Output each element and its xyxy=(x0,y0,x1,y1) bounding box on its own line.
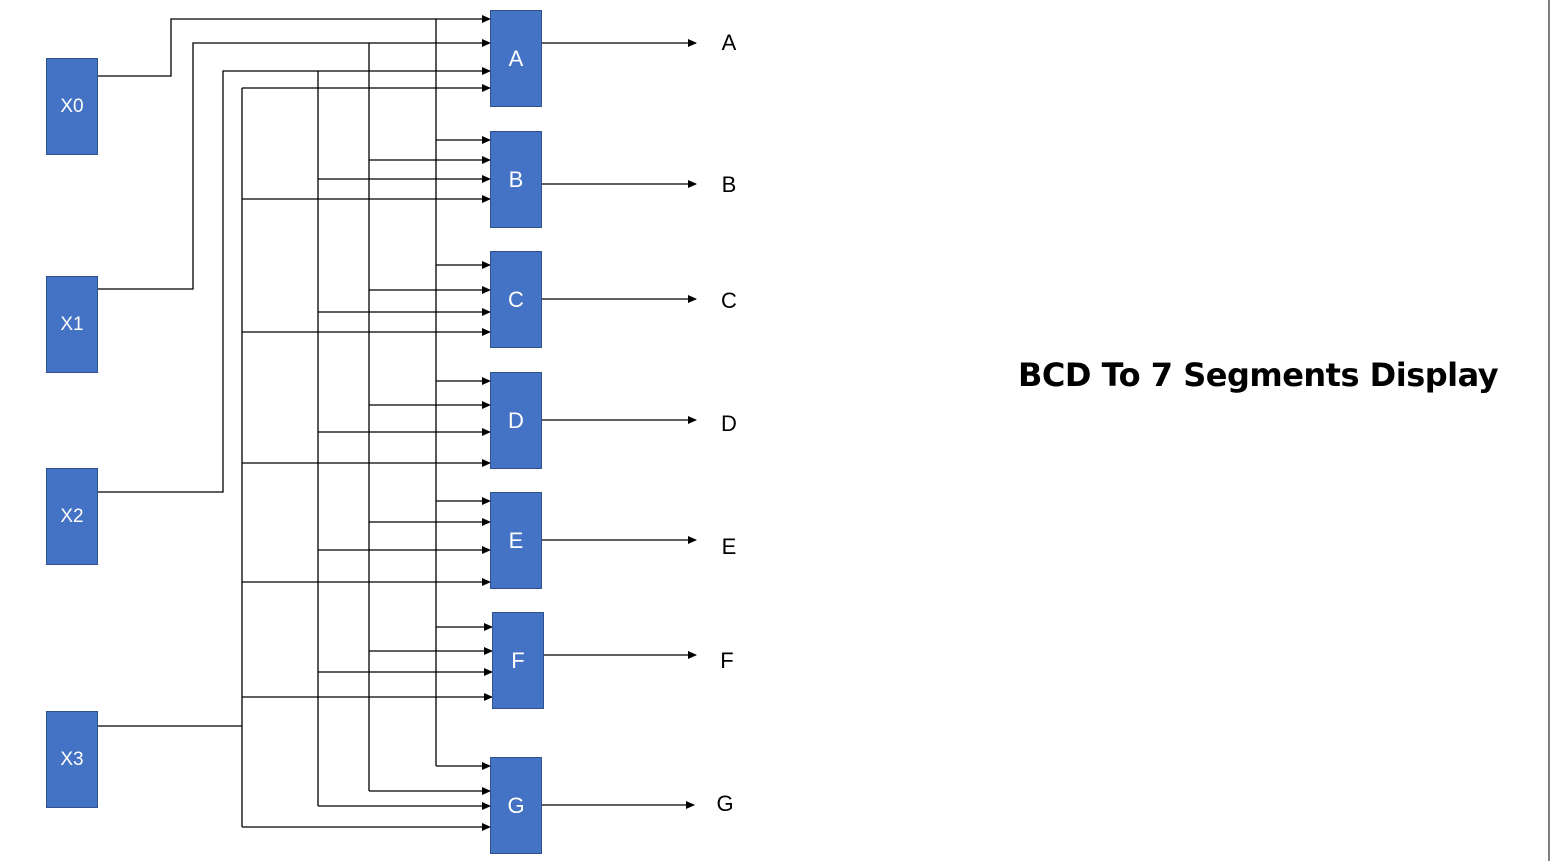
segment-block-f: F xyxy=(492,612,544,709)
input-block-x0: X0 xyxy=(46,58,98,155)
output-label-b: B xyxy=(721,172,737,197)
output-label-d: D xyxy=(721,411,737,436)
page-edge-divider xyxy=(1548,0,1550,861)
x0-feed-wire xyxy=(98,18,436,77)
x1-feed-wire xyxy=(98,42,369,290)
segment-block-g: G xyxy=(490,757,542,854)
output-label-e: E xyxy=(721,534,737,559)
segment-block-d: D xyxy=(490,372,542,469)
segment-block-e: E xyxy=(490,492,542,589)
segment-label: F xyxy=(511,647,525,673)
input-label: X1 xyxy=(60,313,84,335)
segment-label: C xyxy=(508,286,524,312)
output-label-a: A xyxy=(721,30,737,55)
input-label: X0 xyxy=(60,95,84,117)
segment-label: G xyxy=(507,792,525,818)
input-block-x2: X2 xyxy=(46,468,98,565)
x2-feed-wire xyxy=(98,70,318,493)
output-label-f: F xyxy=(720,648,734,673)
input-block-x3: X3 xyxy=(46,711,98,808)
segment-label: A xyxy=(508,45,524,71)
output-label-c: C xyxy=(721,288,737,313)
input-label: X2 xyxy=(60,505,84,527)
segment-label: B xyxy=(508,166,524,192)
segment-label: E xyxy=(508,527,524,553)
diagram-title: BCD To 7 Segments Display xyxy=(1018,356,1499,394)
segment-label: D xyxy=(508,407,524,433)
segment-block-c: C xyxy=(490,251,542,348)
segment-block-a: A xyxy=(490,10,542,107)
segment-block-b: B xyxy=(490,131,542,228)
output-label-g: G xyxy=(716,791,734,816)
input-block-x1: X1 xyxy=(46,276,98,373)
input-label: X3 xyxy=(60,748,84,770)
